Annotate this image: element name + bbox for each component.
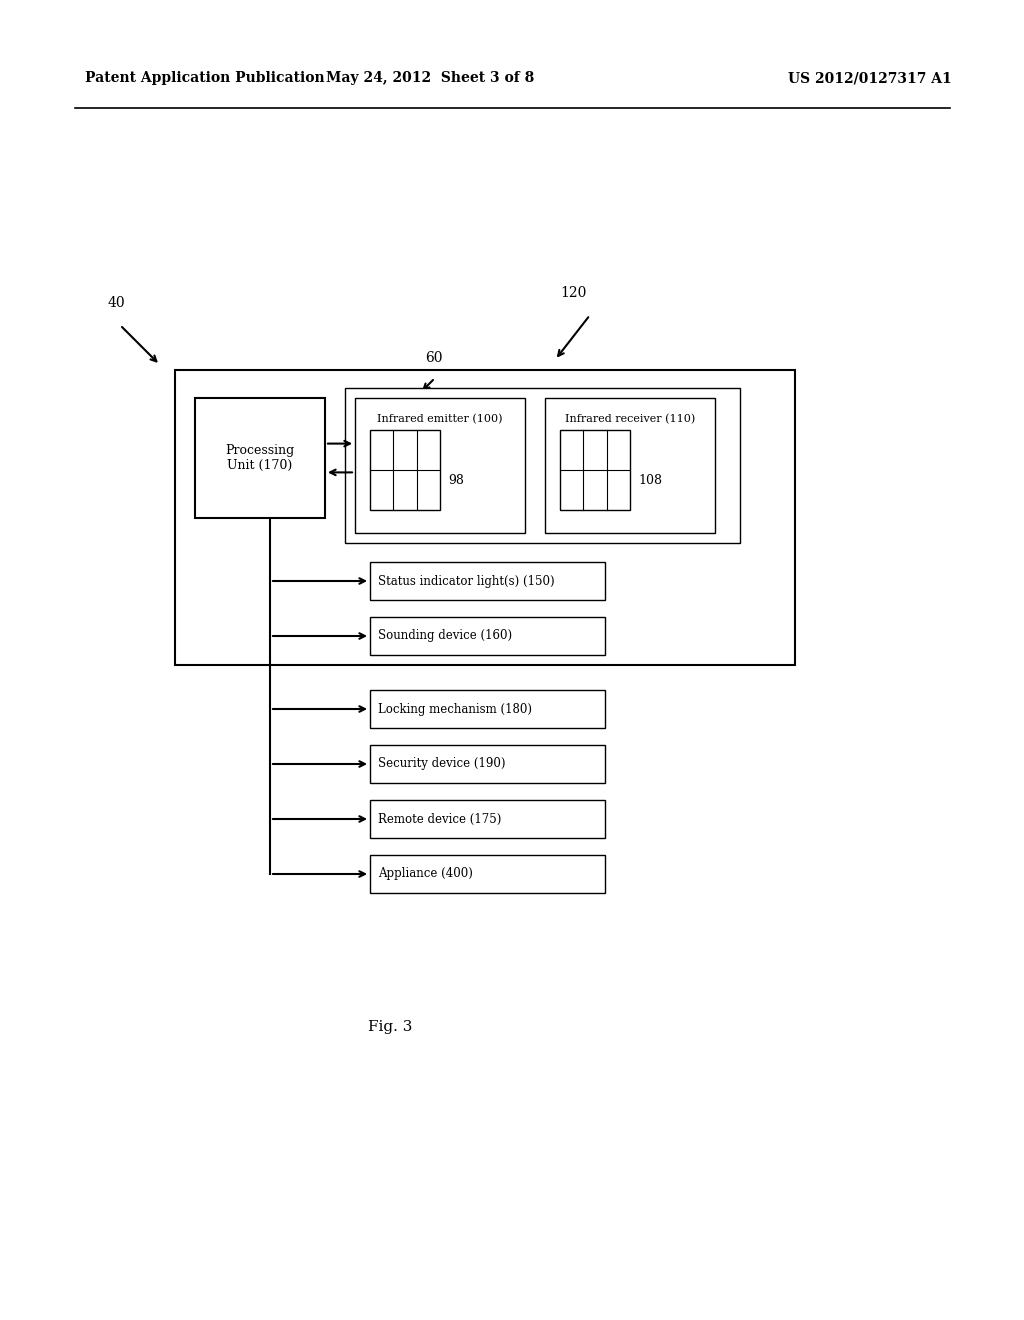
Text: Fig. 3: Fig. 3	[368, 1020, 413, 1034]
Bar	[560, 430, 630, 510]
Text: Status indicator light(s) (150): Status indicator light(s) (150)	[378, 574, 555, 587]
Bar	[370, 562, 605, 601]
Text: Processing
Unit (170): Processing Unit (170)	[225, 444, 295, 473]
Bar	[545, 399, 715, 533]
Bar	[175, 370, 795, 665]
Bar	[370, 690, 605, 729]
Text: 60: 60	[425, 351, 442, 366]
Text: Remote device (175): Remote device (175)	[378, 813, 502, 825]
Bar	[370, 744, 605, 783]
Bar	[370, 800, 605, 838]
Text: 98: 98	[449, 474, 464, 487]
Text: 108: 108	[638, 474, 662, 487]
Text: Locking mechanism (180): Locking mechanism (180)	[378, 702, 532, 715]
Text: Patent Application Publication: Patent Application Publication	[85, 71, 325, 84]
Text: US 2012/0127317 A1: US 2012/0127317 A1	[788, 71, 952, 84]
Text: Sounding device (160): Sounding device (160)	[378, 630, 512, 643]
Bar	[370, 616, 605, 655]
Bar	[370, 430, 440, 510]
Bar	[370, 855, 605, 894]
Text: Infrared emitter (100): Infrared emitter (100)	[377, 414, 503, 424]
Text: 120: 120	[560, 286, 587, 300]
Text: Security device (190): Security device (190)	[378, 758, 506, 771]
Text: 40: 40	[108, 296, 126, 310]
Bar	[355, 399, 525, 533]
Text: Appliance (400): Appliance (400)	[378, 867, 473, 880]
Text: May 24, 2012  Sheet 3 of 8: May 24, 2012 Sheet 3 of 8	[326, 71, 535, 84]
Text: Infrared receiver (110): Infrared receiver (110)	[565, 414, 695, 424]
Bar	[195, 399, 325, 517]
Bar	[345, 388, 740, 543]
